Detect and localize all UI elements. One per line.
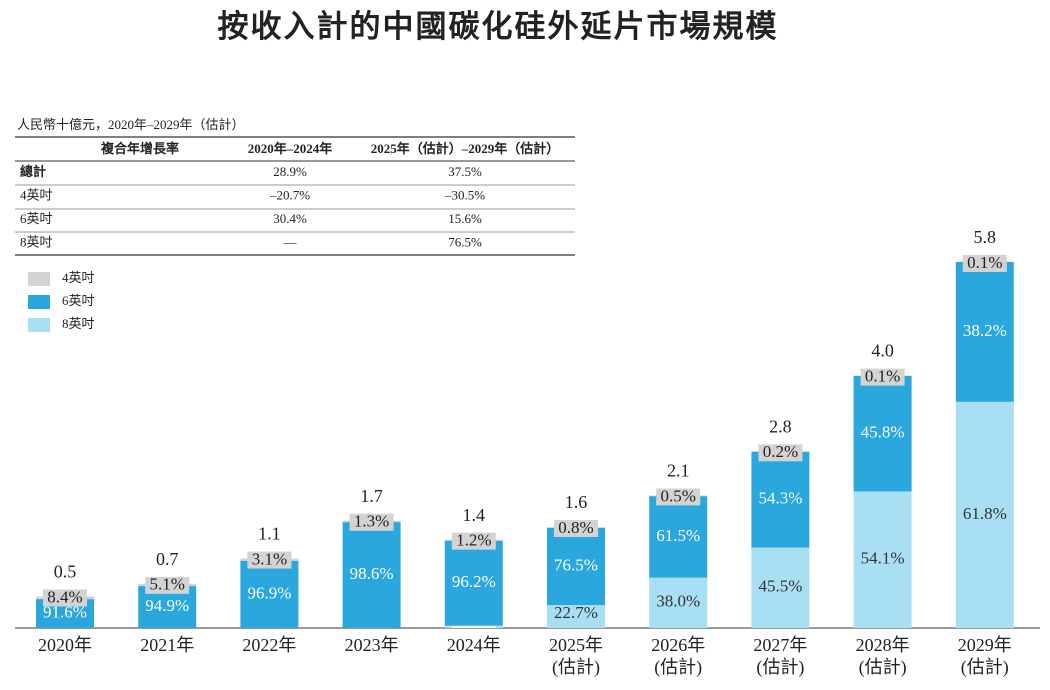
legend-label: 4英吋: [62, 270, 95, 285]
legend-label: 8英吋: [62, 316, 95, 331]
bar-segment: [547, 527, 605, 606]
label-box: [758, 444, 803, 462]
value-label: 94.9%: [145, 596, 189, 615]
table-cell: 6英吋: [20, 211, 53, 226]
table-cell: 總計: [20, 164, 46, 179]
table-cell: 30.4%: [273, 211, 307, 226]
legend-label: 6英吋: [62, 293, 95, 308]
value-label: 5.1%: [149, 575, 184, 594]
chart-title: 按收入計的中國碳化硅外延片市場規模: [218, 9, 779, 44]
value-label: 61.5%: [656, 526, 700, 545]
value-label: 76.5%: [554, 555, 598, 574]
value-label: 45.8%: [861, 423, 905, 442]
x-tick-label: 2022年: [242, 635, 296, 655]
value-label: 0.5%: [660, 486, 695, 505]
label-box: [349, 513, 394, 531]
table-cell: 15.6%: [448, 211, 482, 226]
table-header: 2020年–2024年: [248, 141, 333, 156]
bar-segment: [853, 375, 912, 492]
label-box: [554, 520, 598, 538]
total-label: 2.1: [667, 461, 690, 481]
value-label: 8.4%: [47, 587, 82, 606]
label-box: [247, 551, 292, 569]
x-tick-label: 2025年(估計): [549, 635, 603, 678]
label-box: [451, 532, 496, 550]
bar-segment: [853, 491, 912, 628]
total-label: 1.7: [360, 486, 383, 506]
bar-segment: [547, 605, 605, 628]
x-tick-label: 2026年(估計): [651, 635, 705, 678]
legend-swatch: [28, 295, 50, 309]
legend-swatch: [28, 318, 50, 332]
value-label: 38.2%: [963, 321, 1007, 340]
total-label: 1.1: [258, 524, 281, 544]
table-caption: 人民幣十億元，2020年–2029年（估計）: [17, 117, 245, 132]
label-box: [145, 576, 190, 594]
value-label: 54.3%: [758, 489, 802, 508]
table-cell: 28.9%: [273, 164, 307, 179]
table-cell: —: [283, 234, 298, 249]
value-label: 91.6%: [43, 602, 87, 621]
total-label: 5.8: [974, 227, 997, 247]
value-label: 38.0%: [656, 592, 700, 611]
total-label: 0.5: [54, 562, 77, 582]
bar-segment: [751, 451, 810, 548]
total-label: 1.6: [565, 492, 588, 512]
table-cell: –20.7%: [269, 187, 310, 202]
label-box: [656, 488, 701, 506]
value-label: 0.8%: [558, 518, 593, 537]
table-cell: 37.5%: [448, 164, 482, 179]
value-label: 0.1%: [865, 367, 900, 386]
x-tick-label: 2027年(估計): [753, 635, 807, 678]
value-label: 54.1%: [861, 549, 905, 568]
value-label: 0.2%: [763, 442, 798, 461]
total-label: 0.7: [156, 549, 179, 569]
label-box: [860, 368, 905, 386]
value-label: 96.9%: [247, 583, 291, 602]
total-label: 2.8: [769, 416, 792, 436]
x-tick-label: 2028年(估計): [856, 635, 910, 678]
table-cell: 76.5%: [448, 234, 482, 249]
x-tick-label: 2020年: [38, 635, 92, 655]
total-label: 1.4: [463, 505, 486, 525]
bar-segment: [342, 522, 401, 628]
value-label: 3.1%: [252, 549, 287, 568]
bar-segment: [955, 262, 1014, 402]
value-label: 45.5%: [758, 577, 802, 596]
table-cell: 4英吋: [20, 187, 53, 202]
table-cell: 8英吋: [20, 234, 53, 249]
x-tick-label: 2023年: [345, 635, 399, 655]
bar-segment: [751, 547, 810, 628]
value-label: 1.3%: [354, 512, 389, 531]
label-box: [962, 255, 1007, 273]
value-label: 96.2%: [452, 572, 496, 591]
total-label: 4.0: [871, 341, 894, 361]
bar-segment: [955, 401, 1014, 628]
table-rules: [15, 136, 575, 256]
value-label: 1.2%: [456, 531, 491, 550]
x-tick-label: 2024年: [447, 635, 501, 655]
value-label: 0.1%: [967, 253, 1002, 272]
bar-segment: [649, 496, 708, 578]
label-box: [43, 589, 87, 607]
bar-segment: [444, 540, 503, 626]
bar-segment: [649, 577, 708, 628]
x-tick-label: 2021年: [140, 635, 194, 655]
table-cell: –30.5%: [444, 187, 485, 202]
table-header: 複合年增長率: [100, 141, 179, 156]
value-label: 61.8%: [963, 504, 1007, 523]
value-label: 22.7%: [554, 603, 598, 622]
legend-swatch: [28, 272, 50, 286]
table-header: 2025年（估計）–2029年（估計）: [371, 141, 560, 156]
bar-segment: [240, 560, 299, 628]
x-tick-label: 2029年(估計): [958, 635, 1012, 678]
value-label: 98.6%: [350, 564, 394, 583]
